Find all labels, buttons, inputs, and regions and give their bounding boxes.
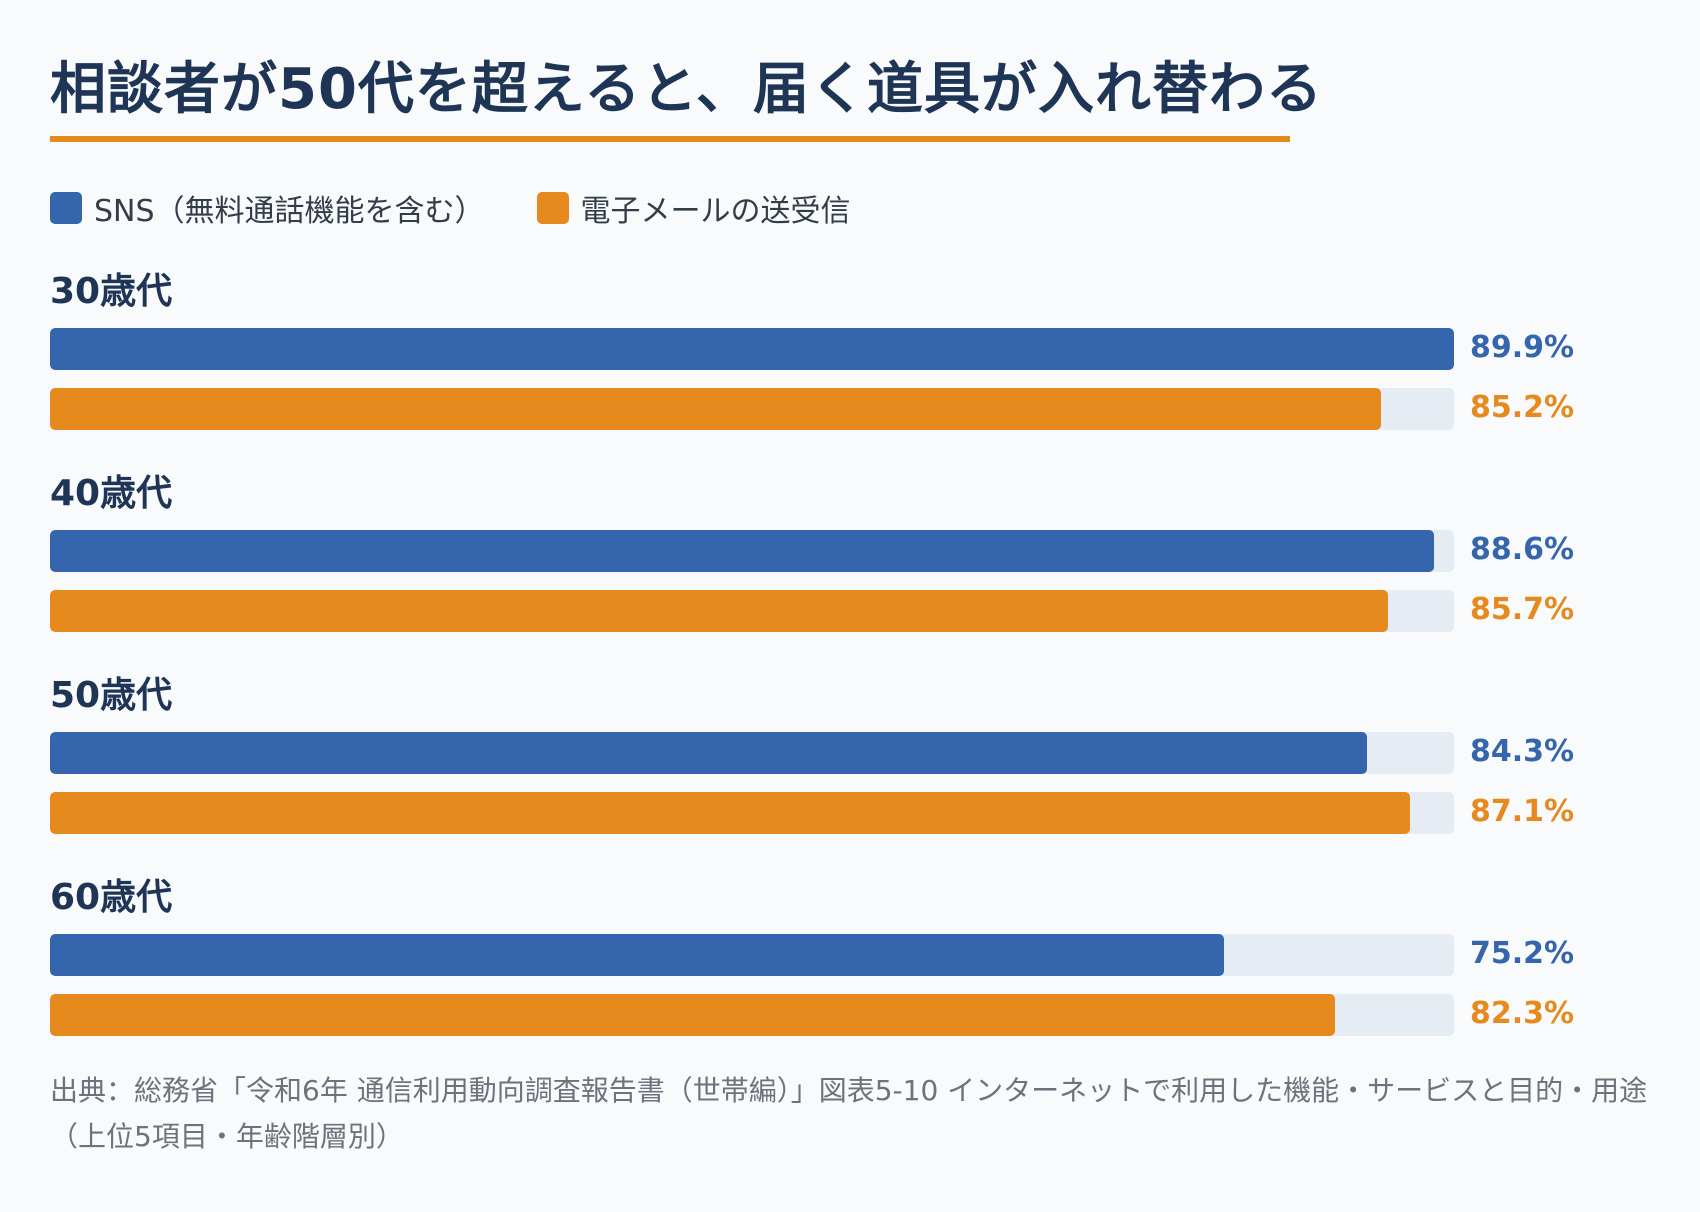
value-label-email: 85.7% — [1470, 592, 1575, 627]
title-underline — [50, 136, 1290, 142]
bar-track-sns — [50, 530, 1454, 572]
group-label: 50歳代 — [50, 675, 173, 716]
legend-swatch-sns — [50, 192, 82, 224]
bar-track-email — [50, 994, 1454, 1036]
group-label: 60歳代 — [50, 877, 173, 918]
legend-item-sns: SNS（無料通話機能を含む） — [50, 186, 485, 230]
bar-email — [50, 590, 1389, 632]
value-label-email: 87.1% — [1470, 794, 1575, 829]
bar-track-sns — [50, 732, 1454, 774]
value-label-sns: 75.2% — [1470, 936, 1575, 971]
legend-label-sns: SNS（無料通話機能を含む） — [94, 194, 485, 229]
group-label: 30歳代 — [50, 271, 173, 312]
bar-email — [50, 994, 1336, 1036]
legend-item-email: 電子メールの送受信 — [536, 186, 851, 230]
value-label-sns: 88.6% — [1470, 532, 1575, 567]
bar-track-sns — [50, 934, 1454, 976]
bar-email — [50, 792, 1411, 834]
legend-swatch-email — [536, 192, 569, 224]
legend-label-email: 電子メールの送受信 — [580, 194, 851, 229]
bar-track-email — [50, 792, 1454, 834]
bar-sns — [50, 530, 1434, 572]
bar-email — [50, 388, 1381, 430]
bar-track-sns — [50, 328, 1454, 370]
bar-track-email — [50, 590, 1454, 632]
source-note: 出典：総務省「令和6年 通信利用動向調査報告書（世帯編）」図表5-10 インター… — [50, 1074, 1648, 1153]
bar-sns — [50, 934, 1225, 976]
value-label-email: 82.3% — [1470, 996, 1575, 1031]
value-label-sns: 84.3% — [1470, 734, 1575, 769]
chart-title: 相談者が50代を超えると、届く道具が入れ替わる — [50, 57, 1324, 122]
value-label-email: 85.2% — [1470, 390, 1575, 425]
bar-sns — [50, 732, 1367, 774]
legend: SNS（無料通話機能を含む） 電子メールの送受信 — [50, 186, 903, 230]
bar-sns — [50, 328, 1454, 370]
group-label: 40歳代 — [50, 473, 173, 514]
bar-track-email — [50, 388, 1454, 430]
value-label-sns: 89.9% — [1470, 330, 1575, 365]
